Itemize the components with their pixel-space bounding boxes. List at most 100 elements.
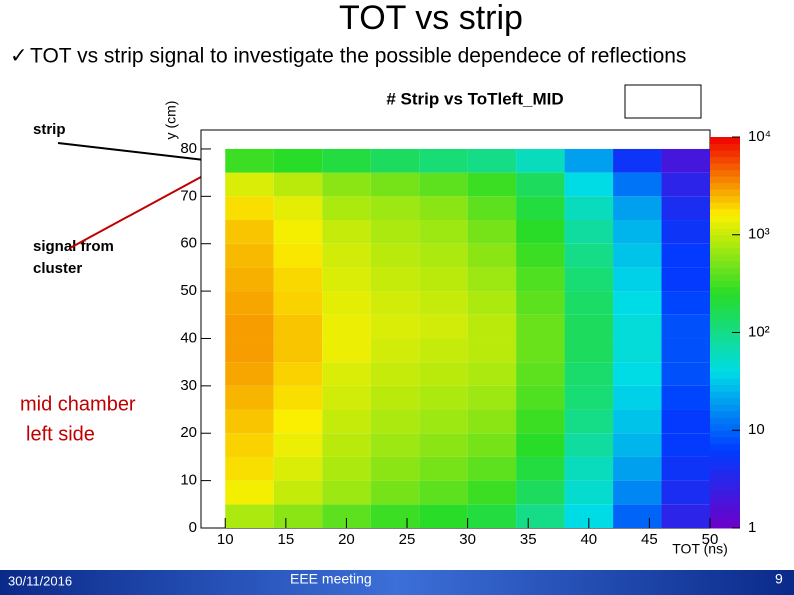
cell [467, 433, 517, 457]
color-bar-step [710, 358, 740, 366]
x-tick-label: 25 [399, 531, 416, 548]
cell [564, 172, 614, 197]
cell [564, 362, 614, 386]
cell [661, 314, 710, 339]
cell [225, 148, 274, 173]
color-bar-step [710, 260, 740, 268]
color-bar-step [710, 475, 740, 483]
cell [661, 362, 710, 386]
cell [273, 291, 323, 315]
z-tick-label: 10 [748, 421, 765, 438]
cell [419, 504, 468, 528]
cell [225, 338, 274, 363]
cell [322, 409, 371, 434]
cell [467, 480, 517, 505]
cell [225, 362, 274, 386]
cell [516, 504, 565, 528]
cell [225, 433, 274, 457]
cell [613, 385, 662, 410]
cell [419, 433, 468, 457]
cell [273, 409, 323, 434]
color-bar-step [710, 469, 740, 477]
color-bar-step [710, 325, 740, 333]
cell [419, 362, 468, 386]
cell [613, 220, 662, 244]
x-tick-label: 35 [520, 531, 537, 548]
cell [370, 362, 420, 386]
cell [370, 338, 420, 363]
cell [564, 480, 614, 505]
cell [225, 456, 274, 481]
cell [661, 385, 710, 410]
cell [467, 409, 517, 434]
cell [516, 148, 565, 173]
cell [419, 385, 468, 410]
cell [516, 433, 565, 457]
cell [613, 409, 662, 434]
cell [467, 314, 517, 339]
color-bar-step [710, 195, 740, 203]
cell [370, 433, 420, 457]
cell [419, 291, 468, 315]
cell [661, 456, 710, 481]
z-tick-label: 10³ [748, 226, 770, 243]
cell [273, 243, 323, 268]
cell [516, 480, 565, 505]
color-bar-step [710, 163, 740, 171]
color-bar-step [710, 228, 740, 236]
color-bar-step [710, 241, 740, 249]
cell [370, 456, 420, 481]
cell [322, 480, 371, 505]
color-bar-step [710, 215, 740, 223]
cell [370, 220, 420, 244]
color-bar-step [710, 495, 740, 503]
cell [419, 243, 468, 268]
stats-box [624, 84, 702, 119]
footer-date: 30/11/2016 [8, 573, 72, 588]
cell [419, 172, 468, 197]
cell [467, 385, 517, 410]
color-bar-step [710, 143, 740, 151]
cell [419, 267, 468, 292]
color-bar-step [710, 417, 740, 425]
cell [225, 172, 274, 197]
cell [661, 172, 710, 197]
y-tick-label: 30 [180, 377, 197, 394]
color-bar-step [710, 501, 740, 509]
color-bar-step [710, 189, 740, 197]
arrow [69, 170, 213, 249]
color-bar-step [710, 312, 740, 320]
color-bar-step [710, 319, 740, 327]
cell [273, 385, 323, 410]
y-tick-label: 40 [180, 329, 197, 346]
color-bar-step [710, 462, 740, 470]
cell [613, 480, 662, 505]
z-tick-label: 10⁴ [748, 128, 771, 145]
cell [467, 456, 517, 481]
cell [661, 409, 710, 434]
y-tick-label: 80 [180, 140, 197, 157]
y-tick-label: 20 [180, 424, 197, 441]
cell [661, 504, 710, 528]
cell [370, 480, 420, 505]
cell [564, 291, 614, 315]
cell [467, 362, 517, 386]
color-bar-step [710, 332, 740, 340]
color-bar-step [710, 488, 740, 496]
color-bar-step [710, 397, 740, 405]
cell [370, 385, 420, 410]
cell [273, 480, 323, 505]
y-tick-label: 60 [180, 235, 197, 252]
cell [419, 148, 468, 173]
color-bar-step [710, 521, 740, 529]
cell [467, 504, 517, 528]
cell [225, 220, 274, 244]
color-bar-step [710, 391, 740, 399]
color-bar-step [710, 176, 740, 184]
color-bar-step [710, 410, 740, 418]
cell [467, 243, 517, 268]
cell [564, 504, 614, 528]
cell [564, 338, 614, 363]
color-bar-step [710, 221, 740, 229]
